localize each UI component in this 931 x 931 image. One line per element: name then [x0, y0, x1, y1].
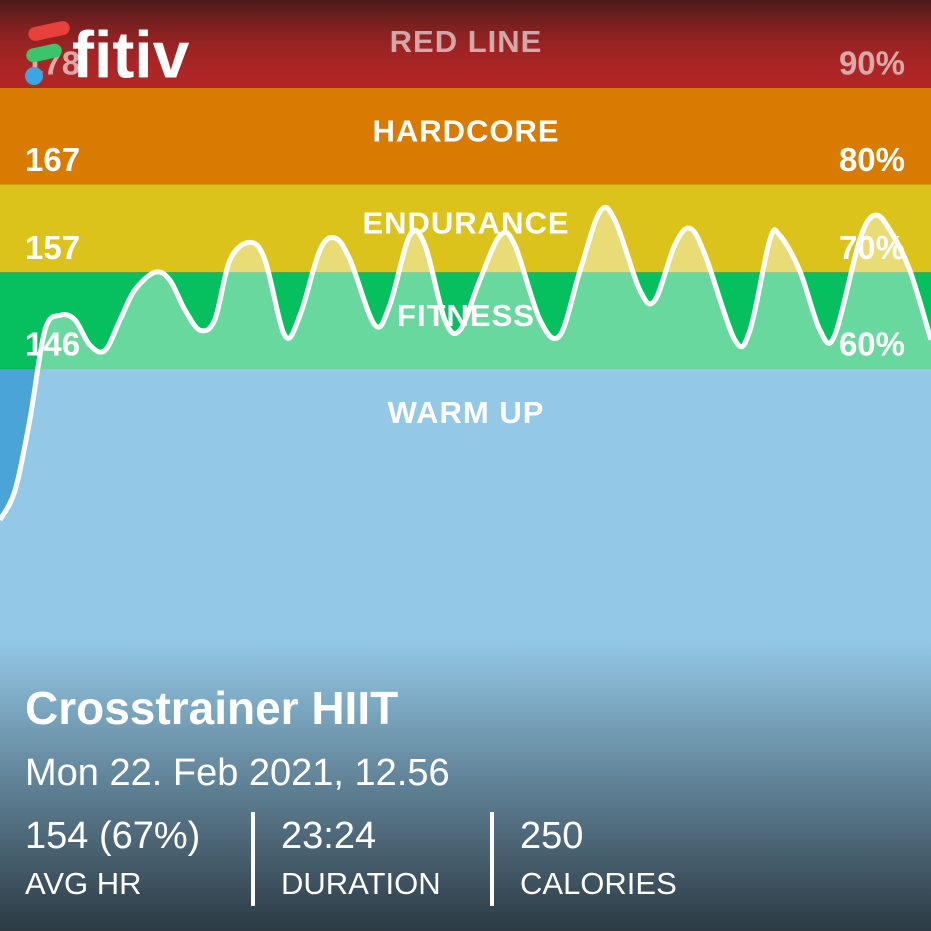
zone-bpm: 157 — [25, 229, 80, 266]
zone-percent: 90% — [839, 45, 905, 82]
zone-bpm: 146 — [25, 326, 80, 363]
stat-value: 250 — [520, 815, 583, 857]
zone-band — [0, 87, 931, 185]
zone-band-shade — [0, 0, 931, 88]
zone-name: ENDURANCE — [362, 206, 569, 241]
stat-value: 23:24 — [281, 815, 376, 857]
zone-bpm: 167 — [25, 141, 80, 178]
logo-bar — [26, 43, 62, 63]
logo-text: fitiv — [72, 17, 190, 91]
workout-date: Mon 22. Feb 2021, 12.56 — [25, 752, 450, 794]
logo: fitiv — [25, 17, 190, 91]
stat-label: CALORIES — [520, 866, 677, 901]
zone-name: RED LINE — [390, 24, 543, 59]
zone-percent: 60% — [839, 326, 905, 363]
info-shade — [0, 640, 931, 931]
workout-info: Crosstrainer HIIT Mon 22. Feb 2021, 12.5… — [25, 682, 677, 906]
zone-percent: 80% — [839, 141, 905, 178]
logo-dot — [25, 67, 43, 85]
workout-title: Crosstrainer HIIT — [25, 682, 398, 734]
zone-name: HARDCORE — [372, 113, 559, 148]
zone-name: WARM UP — [388, 395, 545, 430]
stat-label: DURATION — [281, 866, 441, 901]
stat-label: AVG HR — [25, 866, 142, 901]
hr-line — [0, 204, 931, 522]
stat-value: 154 (67%) — [25, 815, 200, 857]
logo-bar — [28, 21, 70, 41]
